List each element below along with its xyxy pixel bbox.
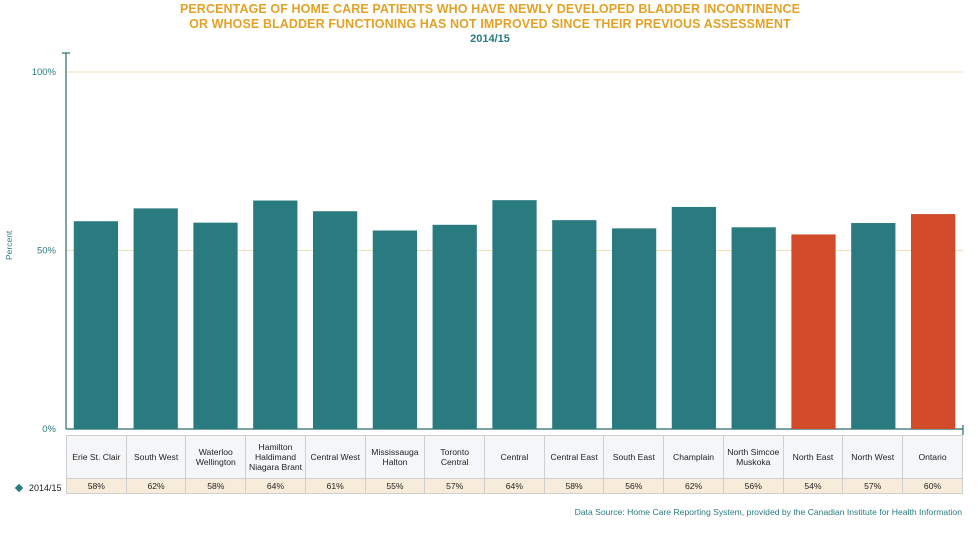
bar xyxy=(253,200,298,429)
category-label: Central xyxy=(484,435,545,479)
category-label: Toronto Central xyxy=(424,435,486,479)
category-label: Champlain xyxy=(663,435,724,479)
bar xyxy=(372,230,418,429)
category-label: North Simcoe Muskoka xyxy=(722,435,784,479)
bar xyxy=(552,220,597,429)
category-label: Ontario xyxy=(902,435,963,479)
value-label: 58% xyxy=(66,478,127,494)
category-label: South East xyxy=(603,435,665,479)
bar xyxy=(851,223,896,429)
bar xyxy=(193,222,238,429)
chart-subtitle: 2014/15 xyxy=(470,33,510,45)
category-row: Erie St. Clair South West Waterloo Welling… xyxy=(66,435,963,479)
value-label: 62% xyxy=(125,478,187,494)
category-label: Waterloo Wellington xyxy=(185,435,247,479)
category-label: Mississauga Halton xyxy=(364,435,426,479)
value-label: 62% xyxy=(663,478,724,494)
category-label: North East xyxy=(782,435,844,479)
bar xyxy=(492,200,537,429)
legend-series-label: 2014/15 xyxy=(29,483,62,493)
chart-title-line-2: OR WHOSE BLADDER FUNCTIONING HAS NOT IMP… xyxy=(189,17,791,31)
category-label: Hamilton Haldimand Niagara Brant xyxy=(245,435,306,479)
chart-title-block: PERCENTAGE OF HOME CARE PATIENTS WHO HAV… xyxy=(0,2,980,46)
y-tick-label: 50% xyxy=(37,246,57,257)
value-row: 58% 62% 58% 64% 61% 55% 57% 64% 58% 56% 62% 56% 54% 5… xyxy=(66,478,963,494)
bar xyxy=(611,228,657,429)
y-tick-label: 0% xyxy=(42,424,56,435)
value-label: 58% xyxy=(185,478,247,494)
value-label: 61% xyxy=(304,478,366,494)
value-label: 57% xyxy=(842,478,904,494)
value-label: 56% xyxy=(722,478,784,494)
chart-title-line-1: PERCENTAGE OF HOME CARE PATIENTS WHO HAV… xyxy=(179,2,801,16)
legend: 2014/15 xyxy=(14,483,62,493)
data-table: Erie St. Clair South West Waterloo Welling… xyxy=(66,435,963,494)
value-label: 64% xyxy=(245,478,306,494)
bar xyxy=(432,224,477,429)
value-label: 58% xyxy=(543,478,605,494)
value-label: 55% xyxy=(364,478,426,494)
value-label: 64% xyxy=(484,478,545,494)
category-label: Central East xyxy=(543,435,605,479)
value-label: 56% xyxy=(603,478,665,494)
bar xyxy=(671,206,717,429)
category-label: Central West xyxy=(304,435,366,479)
bar xyxy=(73,221,119,429)
bar xyxy=(133,208,178,429)
data-source-note: Data Source: Home Care Reporting System,… xyxy=(574,507,962,517)
bar xyxy=(910,214,956,429)
bar xyxy=(731,227,776,429)
bar xyxy=(312,211,358,429)
y-tick-label: 100% xyxy=(32,67,57,78)
bar xyxy=(791,234,836,429)
value-label: 57% xyxy=(424,478,486,494)
category-label: South West xyxy=(125,435,187,479)
category-label: North West xyxy=(842,435,904,479)
legend-diamond-icon xyxy=(14,483,24,493)
value-label: 54% xyxy=(782,478,844,494)
bar-chart: 0% 50% 100% xyxy=(32,52,964,435)
category-label: Erie St. Clair xyxy=(66,435,127,479)
value-label: 60% xyxy=(902,478,963,494)
